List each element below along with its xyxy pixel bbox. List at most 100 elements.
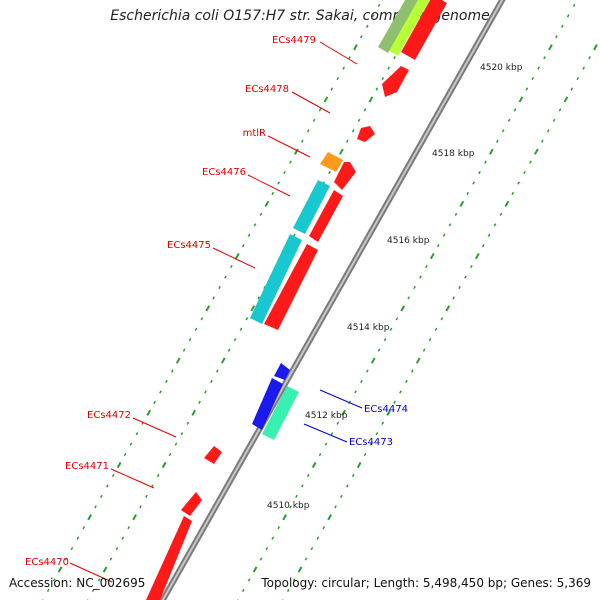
track-tick — [513, 108, 517, 112]
gene-label-ecs4471[interactable]: ECs4471 — [65, 461, 109, 472]
track-tick — [393, 56, 396, 60]
track-tick — [301, 484, 304, 488]
gene-label-ecs4473[interactable]: ECs4473 — [349, 437, 393, 448]
track-tick — [205, 305, 211, 312]
gene-label-ecs4472[interactable]: ECs4472 — [87, 410, 131, 421]
track-tick — [127, 526, 131, 530]
gene-arrow-ecs4480[interactable] — [401, 0, 447, 60]
gene-arrow-ecs4476[interactable] — [293, 180, 330, 234]
track-tick — [194, 327, 198, 331]
track-tick — [227, 348, 231, 352]
track-tick — [563, 96, 569, 103]
track-tick — [46, 588, 50, 592]
track-tick — [318, 108, 322, 112]
track-tick — [121, 536, 125, 540]
gene-label-ecs4474[interactable]: ECs4474 — [364, 404, 408, 415]
track-tick — [351, 129, 355, 133]
track-tick — [312, 118, 316, 122]
track-tick — [318, 452, 322, 457]
track-tick — [495, 139, 499, 143]
track-tick — [576, 76, 580, 81]
track-tick — [94, 505, 97, 509]
track-tick — [334, 505, 337, 509]
gene-label-ecs4476[interactable]: ECs4476 — [202, 167, 246, 178]
track-tick — [252, 566, 258, 573]
leader-line — [291, 91, 331, 114]
track-tick — [363, 108, 367, 112]
gene-label-ecs4479[interactable]: ECs4479 — [272, 35, 316, 46]
track-tick — [188, 338, 192, 342]
track-tick — [365, 24, 369, 28]
track-tick — [135, 432, 139, 436]
track-tick — [145, 494, 148, 498]
gene-arrow-ecs4473[interactable] — [262, 386, 299, 440]
track-tick — [445, 305, 451, 312]
gene-arrow-ecs4476-fwd[interactable] — [309, 190, 343, 242]
gene-label-ecs4475[interactable]: ECs4475 — [167, 240, 211, 251]
track-tick — [566, 14, 570, 18]
track-tick — [543, 56, 546, 60]
track-tick — [182, 348, 186, 352]
track-tick — [153, 400, 156, 404]
accession-text: Accession: NC_002695 — [9, 576, 146, 590]
track-tick — [165, 379, 168, 384]
gene-label-ecs4478[interactable]: ECs4478 — [245, 84, 289, 95]
track-tick — [454, 212, 458, 216]
track-tick — [218, 285, 221, 290]
track-tick — [294, 148, 299, 155]
gene-arrow-ecs4475[interactable] — [250, 234, 302, 324]
track-tick — [57, 566, 63, 573]
gene-arrow-ecs4478[interactable] — [382, 66, 409, 97]
track-tick — [200, 317, 204, 321]
track-tick — [306, 129, 310, 133]
track-tick — [470, 264, 473, 269]
track-tick — [212, 296, 216, 300]
track-tick — [253, 223, 257, 227]
gene-label-ecs4470[interactable]: ECs4470 — [25, 557, 69, 568]
gene-arrow-orange[interactable] — [320, 152, 343, 172]
gene-arrow-ecs4479[interactable] — [388, 0, 430, 56]
gene-arrow-ecs4474-small[interactable] — [274, 363, 290, 380]
gene-label-mtlr[interactable]: mtlR — [243, 128, 266, 139]
track-tick — [523, 170, 526, 175]
track-tick — [247, 233, 251, 237]
scale-label: 4516 kbp — [387, 236, 430, 246]
track-tick — [354, 390, 357, 394]
track-tick — [487, 233, 491, 237]
gene-arrow-ecs4474[interactable] — [252, 378, 283, 430]
gene-arrow-light[interactable] — [378, 0, 418, 53]
track-tick — [271, 191, 275, 196]
track-tick — [560, 24, 564, 28]
track-tick — [161, 461, 167, 469]
track-tick — [360, 379, 363, 384]
leader-line — [319, 41, 358, 65]
track-tick — [289, 505, 292, 509]
track-tick — [381, 421, 385, 425]
track-tick — [70, 547, 74, 551]
scale-label: 4512 kbp — [305, 411, 348, 421]
track-tick — [466, 191, 470, 196]
gene-arrow-ecs4472[interactable] — [204, 446, 222, 464]
track-tick — [555, 35, 558, 39]
track-tick — [588, 56, 591, 60]
gene-arrow-ecs4470[interactable] — [146, 516, 192, 600]
track-tick — [180, 432, 184, 436]
track-tick — [534, 148, 539, 155]
track-tick — [102, 566, 108, 573]
gene-arrow-ecs4475-fwd[interactable] — [264, 244, 318, 330]
track-tick — [100, 494, 103, 498]
track-tick — [425, 264, 428, 269]
track-tick — [198, 400, 201, 404]
track-tick — [371, 14, 375, 18]
track-tick — [115, 547, 119, 551]
track-tick — [381, 76, 385, 81]
track-tick — [558, 108, 562, 112]
gene-arrow-ecs4471[interactable] — [181, 492, 202, 516]
track-tick — [175, 357, 181, 364]
track-tick — [341, 409, 347, 416]
track-tick — [129, 442, 133, 446]
gene-arrow-ecs4477[interactable] — [334, 162, 356, 190]
track-tick — [283, 170, 286, 175]
gene-arrow-mtlr[interactable] — [357, 126, 375, 142]
track-tick — [493, 223, 497, 227]
